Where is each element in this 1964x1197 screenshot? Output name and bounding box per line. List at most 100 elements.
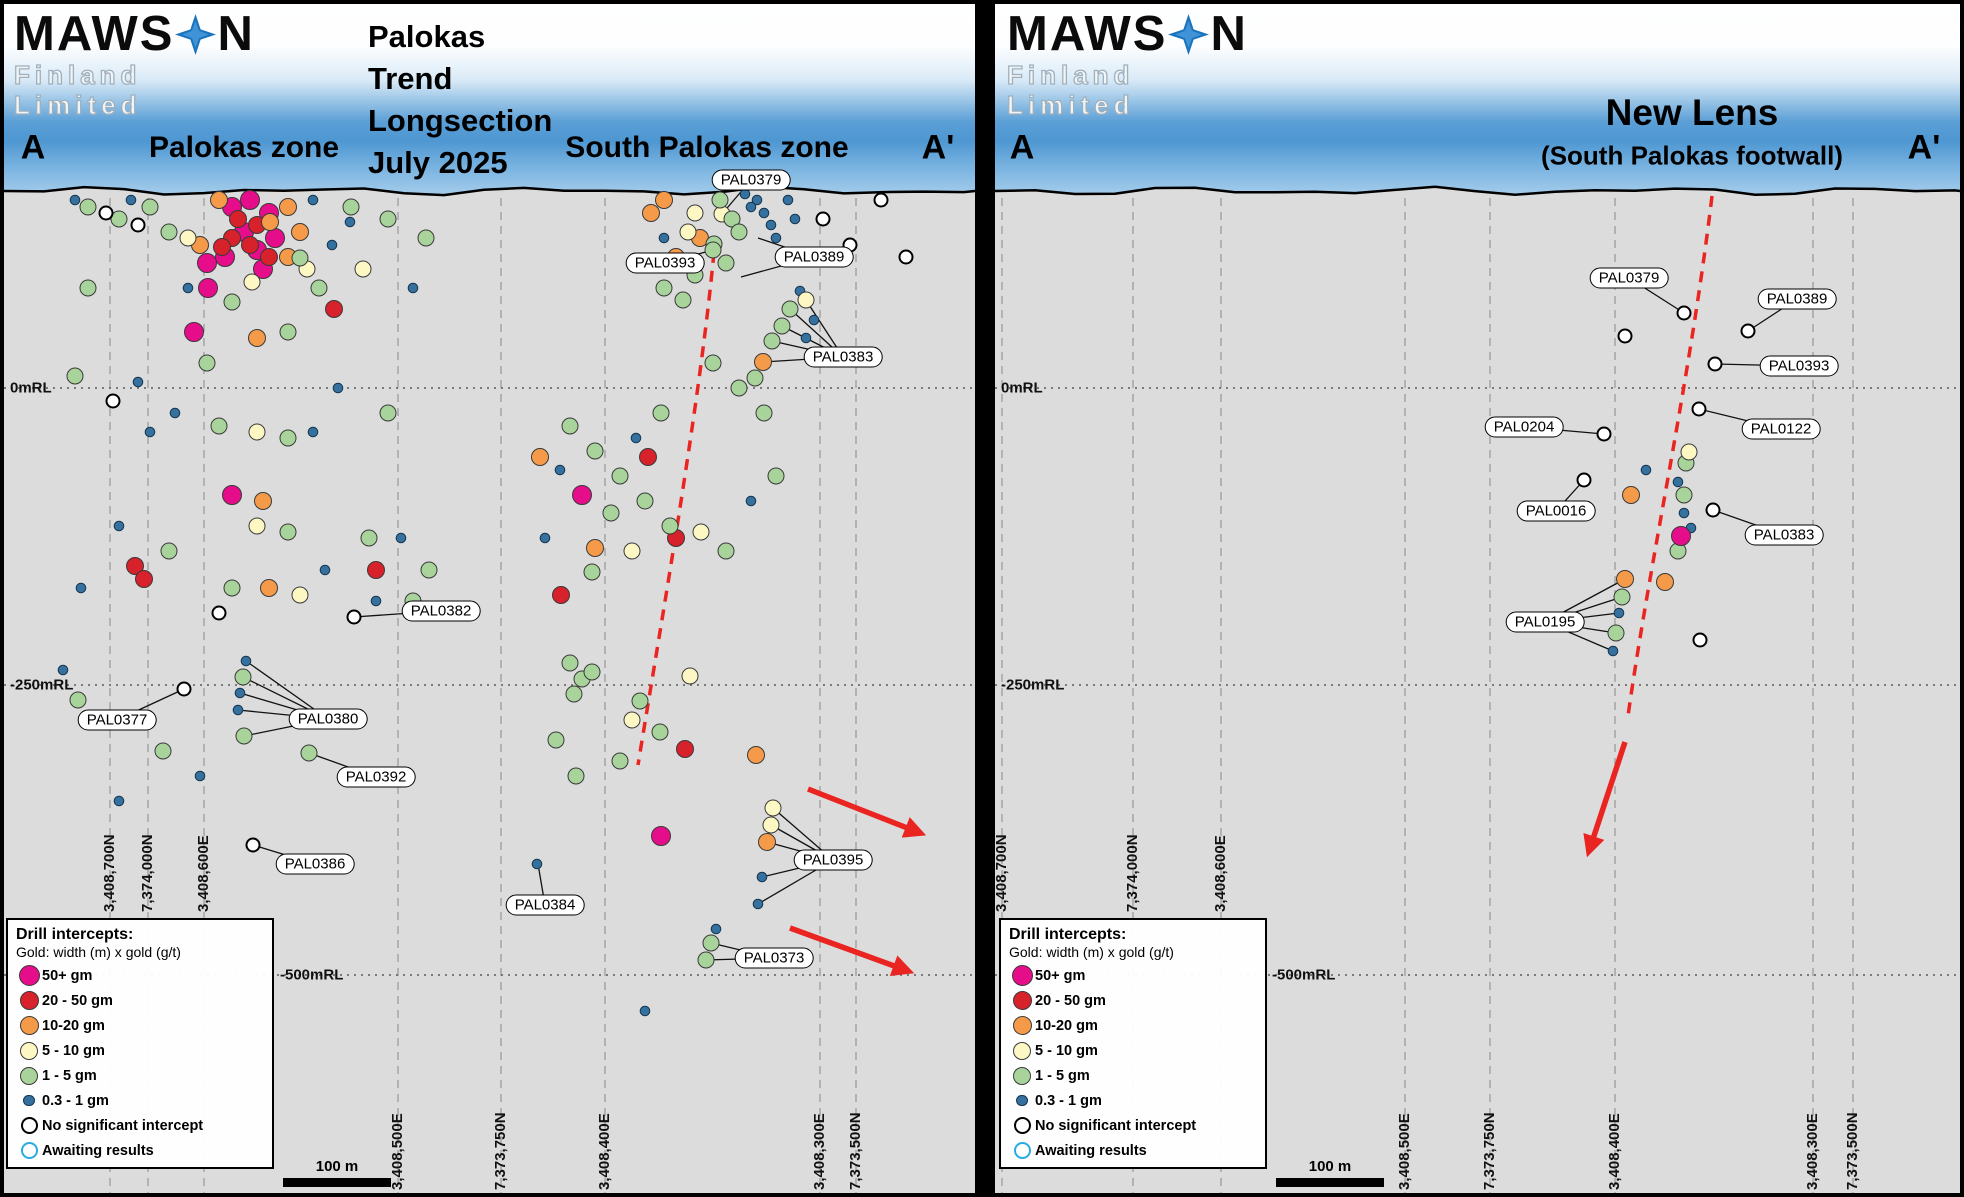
drill-intercept-point	[198, 354, 216, 372]
drill-intercept-point	[1640, 464, 1652, 476]
drill-intercept-point	[69, 691, 87, 709]
drill-intercept-point	[704, 241, 722, 259]
logo-wordmark: MAWS N	[1007, 10, 1248, 59]
drill-intercept-point	[651, 723, 669, 741]
plunge-arrow	[806, 786, 927, 838]
drill-intercept-point	[717, 254, 735, 272]
drill-intercept-point	[144, 426, 156, 438]
drill-intercept-point	[332, 382, 344, 394]
drill-intercept-point	[754, 353, 772, 371]
zone-label-south-palokas: South Palokas zone	[565, 131, 849, 164]
figure-title-line1: Palokas Trend Longsection	[368, 19, 553, 138]
drill-intercept-point	[210, 191, 228, 209]
drill-intercept-point	[254, 492, 272, 510]
drill-intercept-point	[758, 833, 776, 851]
drill-intercept-point	[79, 198, 97, 216]
compass-star-icon	[175, 14, 217, 55]
drill-intercept-point	[326, 239, 338, 251]
drill-intercept-point	[261, 213, 279, 231]
drill-intercept-point	[1675, 486, 1693, 504]
drill-intercept-point	[676, 740, 694, 758]
section-marker-a-prime-right: A'	[1907, 128, 1941, 167]
drill-intercept-point	[655, 191, 673, 209]
section-marker-a-right: A	[1009, 128, 1035, 167]
drill-intercept-point	[586, 442, 604, 460]
drill-intercept-point	[79, 279, 97, 297]
drill-intercept-point	[1678, 507, 1690, 519]
drill-intercept-point	[539, 532, 551, 544]
drill-intercept-point	[105, 393, 121, 409]
drill-intercept-point	[291, 223, 309, 241]
drill-intercept-point	[310, 279, 328, 297]
section-marker-a-left: A	[20, 128, 46, 167]
drill-intercept-point	[211, 605, 227, 621]
drill-intercept-point	[767, 467, 785, 485]
drill-intercept-point	[319, 564, 331, 576]
drill-intercept-point	[360, 529, 378, 547]
drill-intercept-point	[210, 417, 228, 435]
drill-intercept-point	[169, 407, 181, 419]
trend-dashed-line	[1626, 195, 1714, 717]
drill-intercept-point	[279, 429, 297, 447]
trend-dashed-line	[636, 251, 716, 766]
drill-intercept-point	[764, 799, 782, 817]
drill-intercept-point	[751, 194, 763, 206]
drill-intercept-point	[747, 746, 765, 764]
drill-intercept-point	[765, 219, 777, 231]
drill-intercept-point	[762, 816, 780, 834]
drill-intercept-point	[730, 223, 748, 241]
drill-intercept-point	[243, 273, 261, 291]
drill-intercept-point	[367, 561, 385, 579]
drill-intercept-point	[745, 495, 757, 507]
drill-intercept-point	[395, 532, 407, 544]
drill-intercept-point	[554, 464, 566, 476]
surface-line	[3, 185, 976, 197]
drill-intercept-point	[752, 898, 764, 910]
drill-intercept-point	[1692, 632, 1708, 648]
ground-fill	[4, 186, 975, 1193]
drill-intercept-point	[248, 329, 266, 347]
drill-intercept-point	[113, 520, 125, 532]
drill-intercept-point	[583, 563, 601, 581]
drill-intercept-point	[679, 223, 697, 241]
drill-intercept-point	[623, 711, 641, 729]
drill-intercept-point	[1707, 356, 1723, 372]
drill-intercept-point	[291, 586, 309, 604]
drill-intercept-point	[531, 448, 549, 466]
drill-intercept-point	[1613, 588, 1631, 606]
drill-intercept-point	[222, 485, 242, 505]
drill-intercept-point	[730, 379, 748, 397]
drill-intercept-point	[898, 249, 914, 265]
drill-intercept-point	[1672, 476, 1684, 488]
drill-intercept-point	[407, 282, 419, 294]
drill-intercept-point	[642, 204, 660, 222]
drill-intercept-point	[130, 217, 146, 233]
figure-title: Palokas Trend Longsection July 2025	[368, 16, 552, 183]
drill-intercept-point	[291, 249, 309, 267]
surface-line	[994, 185, 1961, 197]
drill-intercept-point	[234, 687, 246, 699]
drill-intercept-point	[354, 260, 372, 278]
drill-intercept-point	[583, 663, 601, 681]
drill-intercept-point	[746, 369, 764, 387]
logo-text-suffix: N	[1210, 7, 1248, 61]
plunge-arrow	[789, 925, 915, 977]
drill-intercept-point	[842, 237, 858, 253]
drill-intercept-point	[655, 279, 673, 297]
drill-intercept-point	[213, 238, 231, 256]
drill-intercept-point	[781, 300, 799, 318]
drill-intercept-point	[57, 664, 69, 676]
drill-intercept-point	[1607, 624, 1625, 642]
drill-intercept-point	[342, 198, 360, 216]
header-gradient-right	[995, 4, 1960, 194]
drill-intercept-point	[245, 837, 261, 853]
logo-text-suffix: N	[217, 7, 255, 61]
drill-intercept-point	[745, 201, 757, 213]
drill-intercept-point	[404, 592, 422, 610]
drill-intercept-point	[1596, 426, 1612, 442]
drill-intercept-point	[126, 557, 144, 575]
drill-intercept-point	[651, 826, 671, 846]
drill-intercept-point	[198, 278, 218, 298]
drill-intercept-point	[704, 354, 722, 372]
